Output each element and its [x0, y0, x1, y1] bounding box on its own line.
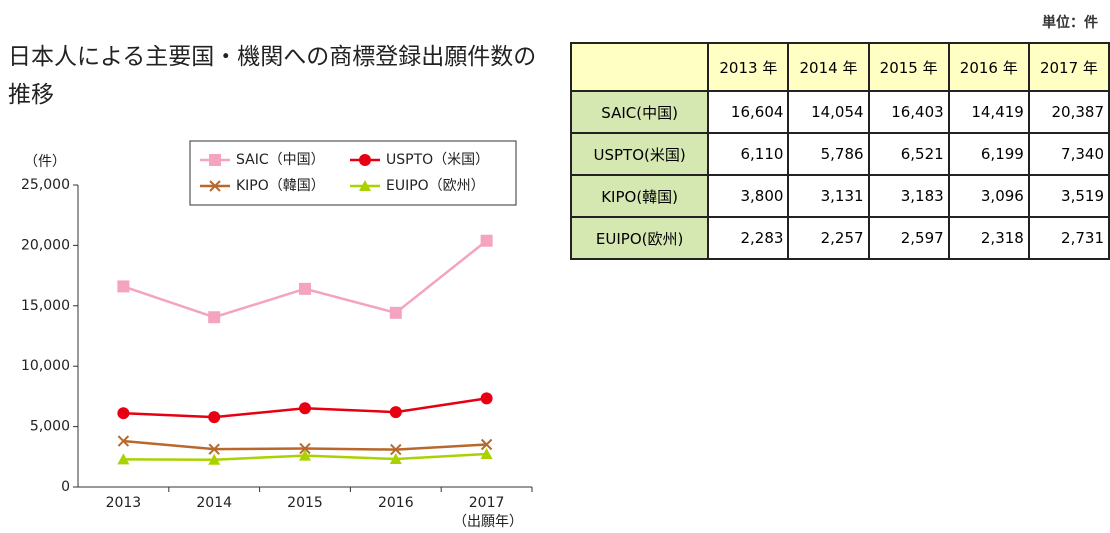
y-tick-label: 5,000: [30, 419, 70, 435]
table-cell: 2,318: [947, 216, 1030, 260]
marker: [117, 280, 130, 293]
marker: [209, 180, 221, 192]
series-line: [122, 239, 488, 319]
marker: [299, 442, 311, 455]
marker: [208, 311, 221, 324]
column-header: 2015 年: [867, 42, 950, 92]
table-cell: 6,110: [707, 132, 790, 176]
y-axis-label: （件）: [24, 154, 66, 170]
table-cell: 3,131: [787, 174, 870, 218]
column-header: 2016 年: [947, 42, 1030, 92]
table-cell: 2,283: [707, 216, 790, 260]
marker: [389, 406, 402, 419]
marker: [480, 392, 493, 405]
marker: [480, 448, 493, 460]
column-header: 2014 年: [787, 42, 870, 92]
table-cell: 3,800: [707, 174, 790, 218]
legend-label: USPTO（米国）: [386, 152, 489, 168]
row-label: SAIC(中国): [569, 90, 710, 134]
table-unit: 単位：件: [1042, 15, 1098, 31]
marker: [359, 180, 371, 191]
marker: [299, 282, 311, 295]
x-tick-label: 2017: [469, 495, 505, 511]
x-tick-label: 2015: [287, 495, 323, 511]
marker: [389, 306, 402, 319]
table-cell: 2,257: [787, 216, 870, 260]
marker: [208, 453, 221, 465]
marker: [209, 154, 221, 166]
y-tick-label: 15,000: [21, 298, 70, 314]
table-cell: 5,786: [787, 132, 870, 176]
table-cell: 6,199: [947, 132, 1030, 176]
marker: [359, 154, 371, 166]
table-cell: 16,604: [707, 90, 790, 134]
chart-title: 日本人による主要国・機関への商標登録出願件数の推移: [8, 44, 537, 108]
x-tick-label: 2014: [196, 495, 232, 511]
table-cell: 3,183: [867, 174, 950, 218]
column-header: 2017 年: [1027, 42, 1110, 92]
data-table: 2013 年 2014 年 2015 年 2016 年 2017 年 SAIC(中国) 16…: [569, 42, 1110, 260]
x-axis-label: （出願年）: [453, 514, 523, 530]
chart: （件） （出願年） 0 5,000 10,000 15,000 20,000 25,000 20…: [21, 140, 533, 530]
marker: [299, 402, 311, 415]
table-cell: 7,340: [1027, 132, 1110, 176]
marker: [117, 407, 130, 420]
legend-label: SAIC（中国）: [236, 152, 325, 168]
table-cell: 14,054: [787, 90, 870, 134]
table-row: USPTO(米国) 6,110 5,786 6,521 6,199 7,340: [569, 132, 1110, 176]
column-header: 2013 年: [707, 42, 790, 92]
legend-label: KIPO（韓国）: [236, 178, 325, 194]
table-cell: 3,519: [1027, 174, 1110, 218]
table-cell: 3,096: [947, 174, 1030, 218]
table-cell: 16,403: [867, 90, 950, 134]
row-label: EUIPO(欧州): [569, 216, 710, 260]
legend-box: [189, 140, 517, 206]
table-cell: 20,387: [1027, 90, 1110, 134]
marker: [208, 443, 220, 455]
table-corner: [569, 42, 710, 92]
y-tick-label: 25,000: [21, 177, 70, 193]
marker: [117, 453, 130, 465]
table-header-row: 2013 年 2014 年 2015 年 2016 年 2017 年: [569, 42, 1110, 92]
marker: [389, 452, 402, 464]
row-label: USPTO(米国): [569, 132, 710, 176]
marker: [208, 411, 221, 424]
marker: [390, 443, 402, 456]
marker: [480, 438, 493, 451]
y-tick-label: 0: [61, 479, 70, 495]
table-cell: 14,419: [947, 90, 1030, 134]
y-tick-label: 10,000: [21, 358, 70, 374]
x-tick-label: 2013: [106, 495, 142, 511]
marker: [299, 449, 311, 461]
legend-label: EUIPO（欧州）: [386, 178, 485, 194]
table-cell: 6,521: [867, 132, 950, 176]
table-cell: 2,597: [867, 216, 950, 260]
table-row: SAIC(中国) 16,604 14,054 16,403 14,419 20,387: [569, 90, 1110, 134]
table-cell: 2,731: [1027, 216, 1110, 260]
x-tick-label: 2016: [378, 495, 414, 511]
marker: [480, 234, 493, 247]
marker: [117, 435, 130, 447]
y-tick-label: 20,000: [21, 237, 70, 253]
table-row: KIPO(韓国) 3,800 3,131 3,183 3,096 3,519: [569, 174, 1110, 218]
table-row: EUIPO(欧州) 2,283 2,257 2,597 2,318 2,731: [569, 216, 1110, 260]
row-label: KIPO(韓国): [569, 174, 710, 218]
